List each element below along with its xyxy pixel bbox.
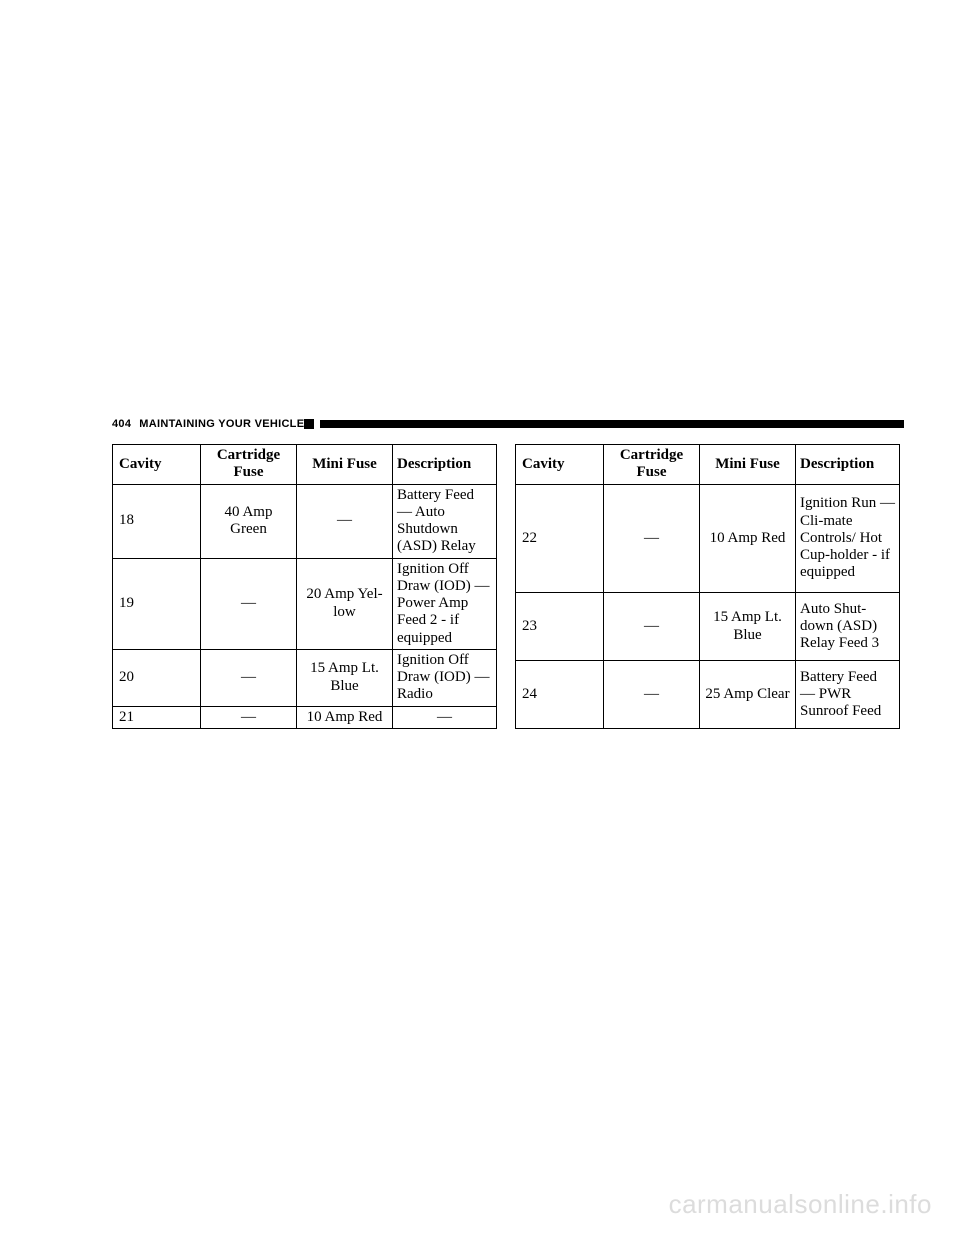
col-header-cavity: Cavity bbox=[516, 445, 604, 485]
table-header-row: Cavity Cartridge Fuse Mini Fuse Descript… bbox=[113, 445, 497, 485]
cell-cartridge: — bbox=[201, 558, 297, 649]
cell-mini-fuse: 15 Amp Lt. Blue bbox=[700, 593, 796, 661]
cell-description: Ignition Off Draw (IOD) — Power Amp Feed… bbox=[393, 558, 497, 649]
cell-description: Auto Shut-down (ASD) Relay Feed 3 bbox=[796, 593, 900, 661]
section-title: MAINTAINING YOUR VEHICLE bbox=[139, 418, 304, 430]
cell-cavity: 19 bbox=[113, 558, 201, 649]
table-row: 22 — 10 Amp Red Ignition Run — Cli-mate … bbox=[516, 484, 900, 593]
table-row: 21 — 10 Amp Red — bbox=[113, 706, 497, 728]
fuse-table-left: Cavity Cartridge Fuse Mini Fuse Descript… bbox=[112, 444, 497, 729]
page-number: 404 bbox=[112, 418, 131, 430]
col-header-description: Description bbox=[796, 445, 900, 485]
page-header: 404 MAINTAINING YOUR VEHICLE bbox=[112, 418, 904, 430]
cell-mini-fuse: — bbox=[297, 484, 393, 558]
cell-mini-fuse: 20 Amp Yel-low bbox=[297, 558, 393, 649]
table-header-row: Cavity Cartridge Fuse Mini Fuse Descript… bbox=[516, 445, 900, 485]
cell-cartridge: — bbox=[201, 706, 297, 728]
cell-cavity: 18 bbox=[113, 484, 201, 558]
cell-cavity: 20 bbox=[113, 649, 201, 706]
cell-cartridge: 40 Amp Green bbox=[201, 484, 297, 558]
col-header-cavity: Cavity bbox=[113, 445, 201, 485]
cell-cavity: 24 bbox=[516, 661, 604, 729]
cell-mini-fuse: 10 Amp Red bbox=[700, 484, 796, 593]
cell-mini-fuse: 25 Amp Clear bbox=[700, 661, 796, 729]
cell-cavity: 22 bbox=[516, 484, 604, 593]
table-row: 20 — 15 Amp Lt. Blue Ignition Off Draw (… bbox=[113, 649, 497, 706]
cell-cartridge: — bbox=[604, 661, 700, 729]
fuse-table-right: Cavity Cartridge Fuse Mini Fuse Descript… bbox=[515, 444, 900, 729]
cell-mini-fuse: 10 Amp Red bbox=[297, 706, 393, 728]
table-row: 23 — 15 Amp Lt. Blue Auto Shut-down (ASD… bbox=[516, 593, 900, 661]
table-row: 18 40 Amp Green — Battery Feed — Auto Sh… bbox=[113, 484, 497, 558]
col-header-mini-fuse: Mini Fuse bbox=[297, 445, 393, 485]
cell-cavity: 21 bbox=[113, 706, 201, 728]
cell-description: Ignition Run — Cli-mate Controls/ Hot Cu… bbox=[796, 484, 900, 593]
page: 404 MAINTAINING YOUR VEHICLE Cavity Cart… bbox=[0, 0, 960, 1242]
cell-cavity: 23 bbox=[516, 593, 604, 661]
col-header-cartridge: Cartridge Fuse bbox=[604, 445, 700, 485]
tables-container: Cavity Cartridge Fuse Mini Fuse Descript… bbox=[112, 444, 900, 729]
col-header-mini-fuse: Mini Fuse bbox=[700, 445, 796, 485]
table-row: 19 — 20 Amp Yel-low Ignition Off Draw (I… bbox=[113, 558, 497, 649]
cell-description: — bbox=[393, 706, 497, 728]
table-row: 24 — 25 Amp Clear Battery Feed — PWR Sun… bbox=[516, 661, 900, 729]
cell-description: Ignition Off Draw (IOD) — Radio bbox=[393, 649, 497, 706]
col-header-description: Description bbox=[393, 445, 497, 485]
header-square-icon bbox=[304, 419, 314, 429]
cell-mini-fuse: 15 Amp Lt. Blue bbox=[297, 649, 393, 706]
cell-description: Battery Feed — PWR Sunroof Feed bbox=[796, 661, 900, 729]
cell-cartridge: — bbox=[604, 484, 700, 593]
cell-cartridge: — bbox=[604, 593, 700, 661]
col-header-cartridge: Cartridge Fuse bbox=[201, 445, 297, 485]
header-bar bbox=[320, 420, 904, 428]
cell-cartridge: — bbox=[201, 649, 297, 706]
watermark: carmanualsonline.info bbox=[669, 1189, 932, 1220]
cell-description: Battery Feed — Auto Shutdown (ASD) Relay bbox=[393, 484, 497, 558]
